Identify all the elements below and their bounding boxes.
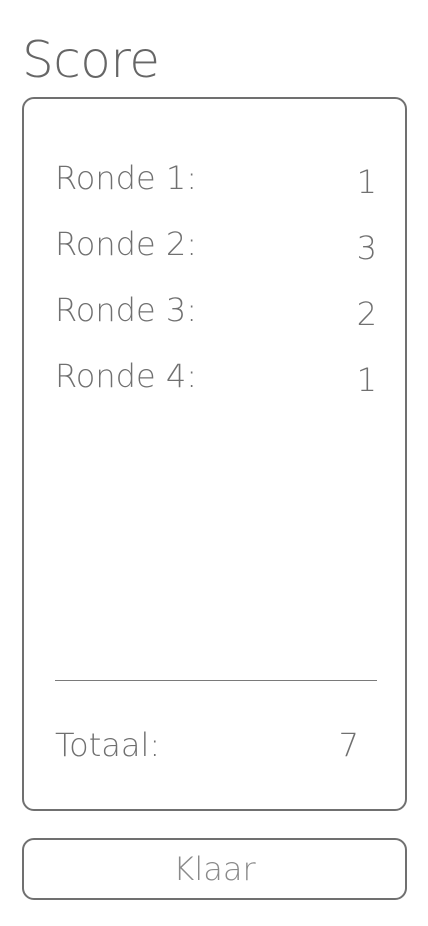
round-label: Ronde 4:	[55, 357, 197, 395]
done-button[interactable]: Klaar	[22, 838, 407, 900]
round-label: Ronde 2:	[55, 225, 197, 263]
round-score: 2	[356, 295, 377, 333]
score-card: Ronde 1: 1 Ronde 2: 3 Ronde 3: 2 Ronde 4…	[22, 97, 407, 811]
total-divider	[55, 680, 377, 681]
round-label: Ronde 1:	[55, 159, 197, 197]
round-score: 1	[356, 361, 377, 399]
round-row-3: Ronde 3: 2	[55, 291, 377, 335]
round-row-2: Ronde 2: 3	[55, 225, 377, 269]
round-row-4: Ronde 4: 1	[55, 357, 377, 401]
total-score: 7	[338, 726, 359, 764]
round-label: Ronde 3:	[55, 291, 197, 329]
page-title: Score	[22, 31, 160, 89]
total-label: Totaal:	[55, 726, 161, 764]
round-score: 1	[356, 163, 377, 201]
round-row-1: Ronde 1: 1	[55, 159, 377, 203]
total-row: Totaal: 7	[55, 726, 377, 770]
round-score: 3	[356, 229, 377, 267]
